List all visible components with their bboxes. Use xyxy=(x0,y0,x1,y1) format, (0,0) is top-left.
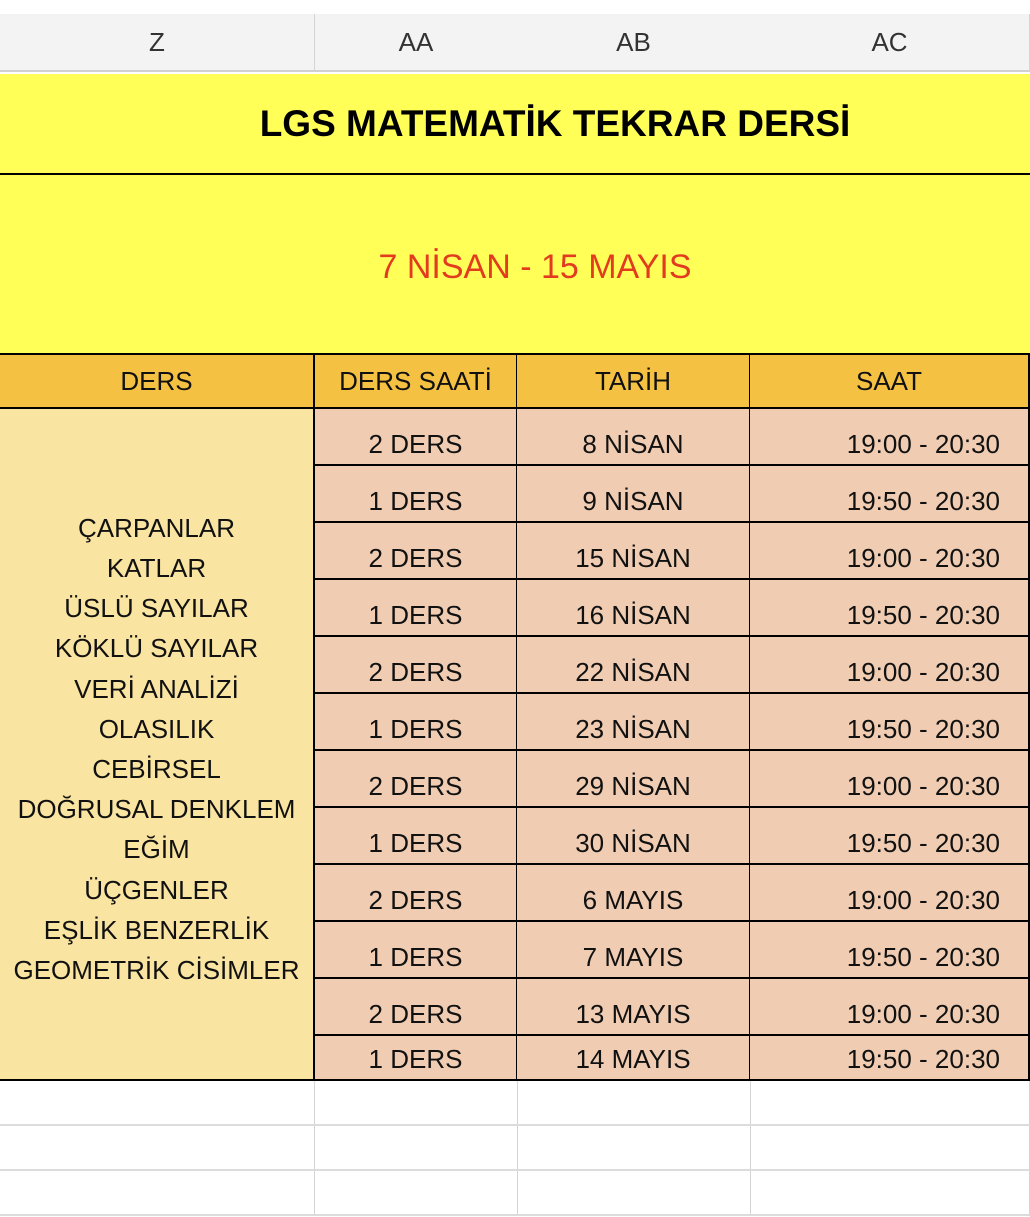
empty-cell[interactable] xyxy=(750,1171,1030,1216)
cell-date[interactable]: 29 NİSAN xyxy=(517,751,751,808)
topic-item: DOĞRUSAL DENKLEM xyxy=(17,794,296,825)
cell-time[interactable]: 19:50 - 20:30 xyxy=(750,808,1030,865)
cell-date[interactable]: 23 NİSAN xyxy=(517,694,751,751)
cell-hours[interactable]: 2 DERS xyxy=(315,409,518,466)
empty-cell[interactable] xyxy=(517,1126,751,1171)
table-header-cell[interactable]: SAAT xyxy=(750,355,1030,409)
cell-date[interactable]: 14 MAYIS xyxy=(517,1036,751,1081)
cell-date[interactable]: 22 NİSAN xyxy=(517,637,751,694)
cell-date[interactable]: 9 NİSAN xyxy=(517,466,751,523)
cell-hours[interactable]: 2 DERS xyxy=(315,865,518,922)
cell-hours[interactable]: 1 DERS xyxy=(315,808,518,865)
cell-hours[interactable]: 1 DERS xyxy=(315,922,518,979)
cell-time[interactable]: 19:50 - 20:30 xyxy=(750,694,1030,751)
cell-date[interactable]: 16 NİSAN xyxy=(517,580,751,637)
topic-item: ÜÇGENLER xyxy=(84,874,229,905)
cell-time[interactable]: 19:50 - 20:30 xyxy=(750,580,1030,637)
cell-hours[interactable]: 1 DERS xyxy=(315,1036,518,1081)
cell-time[interactable]: 19:50 - 20:30 xyxy=(750,922,1030,979)
cell-hours[interactable]: 2 DERS xyxy=(315,979,518,1036)
empty-cell[interactable] xyxy=(315,1171,518,1216)
title-cell[interactable]: LGS MATEMATİK TEKRAR DERSİ xyxy=(0,74,1030,175)
cell-time[interactable]: 19:00 - 20:30 xyxy=(750,751,1030,808)
table-header-cell[interactable]: TARİH xyxy=(517,355,751,409)
cell-hours[interactable]: 1 DERS xyxy=(315,466,518,523)
cell-hours[interactable]: 2 DERS xyxy=(315,751,518,808)
cell-date[interactable]: 15 NİSAN xyxy=(517,523,751,580)
cell-time[interactable]: 19:00 - 20:30 xyxy=(750,523,1030,580)
topic-item: VERİ ANALİZİ xyxy=(74,673,239,704)
column-header-ac[interactable]: AC xyxy=(750,14,1030,72)
topic-item: ÇARPANLAR xyxy=(77,512,235,543)
date-range-cell[interactable]: 7 NİSAN - 15 MAYIS xyxy=(0,175,1030,355)
empty-cell[interactable] xyxy=(517,1081,751,1126)
cell-time[interactable]: 19:50 - 20:30 xyxy=(750,466,1030,523)
cell-date[interactable]: 13 MAYIS xyxy=(517,979,751,1036)
empty-cell[interactable] xyxy=(0,1126,315,1171)
column-header-z[interactable]: Z xyxy=(0,14,315,72)
topics-cell[interactable]: ÇARPANLAR KATLAR ÜSLÜ SAYILAR KÖKLÜ SAYILAR… xyxy=(0,409,315,1081)
topic-item: OLASILIK xyxy=(98,713,215,744)
cell-date[interactable]: 30 NİSAN xyxy=(517,808,751,865)
table-header-cell[interactable]: DERS SAATİ xyxy=(315,355,518,409)
cell-time[interactable]: 19:00 - 20:30 xyxy=(750,979,1030,1036)
topic-item: ÜSLÜ SAYILAR xyxy=(64,593,249,624)
cell-time[interactable]: 19:00 - 20:30 xyxy=(750,865,1030,922)
cell-date[interactable]: 7 MAYIS xyxy=(517,922,751,979)
empty-cell[interactable] xyxy=(315,1126,518,1171)
column-header-aa[interactable]: AA xyxy=(315,14,518,72)
empty-cell[interactable] xyxy=(0,1081,315,1126)
cell-time[interactable]: 19:50 - 20:30 xyxy=(750,1036,1030,1081)
empty-cell[interactable] xyxy=(517,1171,751,1216)
topic-item: GEOMETRİK CİSİMLER xyxy=(13,955,300,986)
cell-hours[interactable]: 2 DERS xyxy=(315,637,518,694)
cell-time[interactable]: 19:00 - 20:30 xyxy=(750,409,1030,466)
cell-date[interactable]: 8 NİSAN xyxy=(517,409,751,466)
cell-date[interactable]: 6 MAYIS xyxy=(517,865,751,922)
cell-hours[interactable]: 2 DERS xyxy=(315,523,518,580)
empty-cell[interactable] xyxy=(750,1126,1030,1171)
topic-item: KÖKLÜ SAYILAR xyxy=(54,633,259,664)
empty-cell[interactable] xyxy=(315,1081,518,1126)
topic-item: EŞLİK BENZERLİK xyxy=(43,914,270,945)
empty-cell[interactable] xyxy=(0,1171,315,1216)
table-header-cell[interactable]: DERS xyxy=(0,355,315,409)
cell-time[interactable]: 19:00 - 20:30 xyxy=(750,637,1030,694)
column-header-ab[interactable]: AB xyxy=(517,14,751,72)
topic-item: CEBİRSEL xyxy=(92,754,221,784)
empty-cell[interactable] xyxy=(750,1081,1030,1126)
cell-hours[interactable]: 1 DERS xyxy=(315,580,518,637)
cell-hours[interactable]: 1 DERS xyxy=(315,694,518,751)
topic-item: KATLAR xyxy=(106,552,207,583)
topic-item: EĞİM xyxy=(123,834,190,865)
